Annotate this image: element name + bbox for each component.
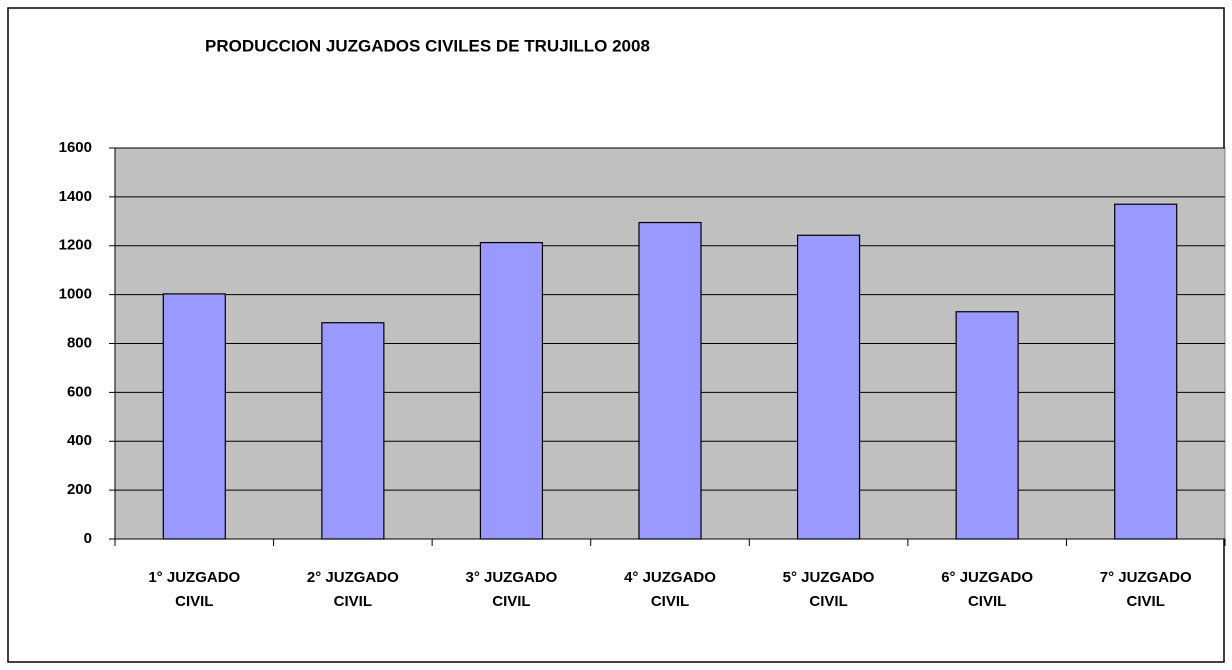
bar: [638, 221, 702, 540]
bar: [955, 311, 1019, 540]
bar: [321, 322, 385, 540]
x-tick-label: 4° JUZGADO CIVIL: [624, 569, 716, 610]
y-tick-label: 400: [67, 432, 92, 449]
chart-title: PRODUCCION JUZGADOS CIVILES DE TRUJILLO …: [205, 36, 650, 55]
y-tick-label: 600: [67, 383, 92, 400]
y-tick-label: 1200: [59, 237, 92, 254]
x-tick-label: 5° JUZGADO CIVIL: [782, 569, 875, 610]
bar: [162, 293, 226, 540]
y-tick-label: 1600: [59, 139, 92, 156]
x-tick-label: 3° JUZGADO CIVIL: [465, 569, 558, 610]
y-tick-label: 0: [84, 530, 92, 547]
y-tick-label: 800: [67, 334, 92, 351]
bar: [1114, 203, 1178, 540]
bar: [479, 241, 544, 540]
x-tick-label: 7° JUZGADO CIVIL: [1099, 569, 1192, 610]
y-tick-label: 1000: [59, 286, 92, 303]
y-tick-label: 1400: [59, 188, 92, 205]
y-tick-label: 200: [67, 481, 92, 498]
x-tick-label: 1° JUZGADO CIVIL: [148, 569, 241, 610]
x-tick-label: 6° JUZGADO CIVIL: [941, 569, 1034, 610]
x-tick-label: 2° JUZGADO CIVIL: [306, 569, 399, 610]
bar: [796, 234, 861, 540]
